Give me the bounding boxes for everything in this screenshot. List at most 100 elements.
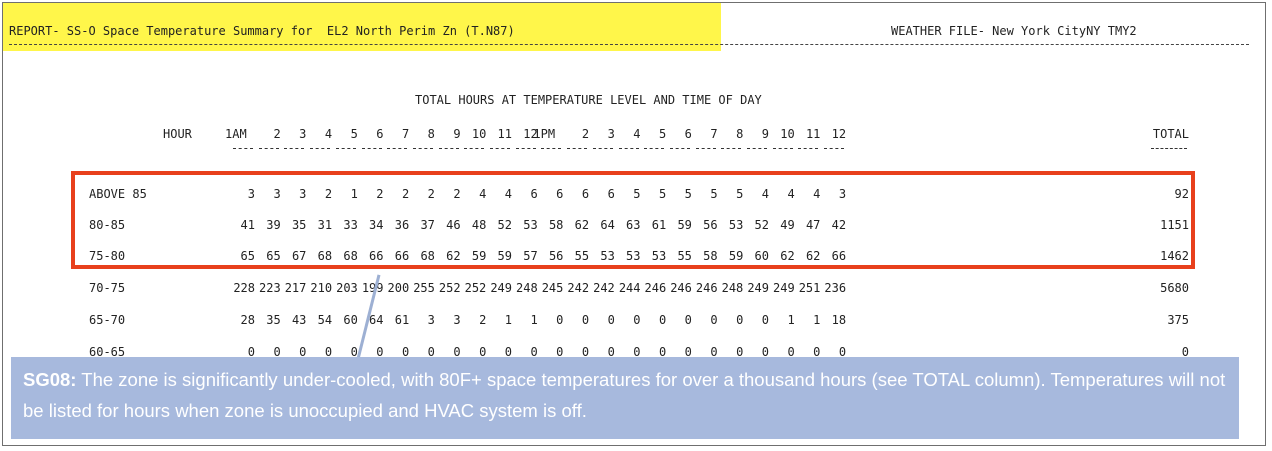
table-cell: 3 [453, 313, 461, 327]
hour-header: 5 [658, 127, 667, 141]
table-cell: 63 [626, 218, 641, 232]
table-cell: 4 [813, 187, 821, 201]
header-underline [335, 148, 356, 149]
table-cell: 67 [291, 249, 307, 263]
header-underline [824, 148, 845, 149]
table-cell: 52 [497, 218, 512, 232]
table-cell: 249 [747, 281, 769, 295]
hour-header: 8 [736, 127, 744, 141]
callout-text: The zone is significantly under-cooled, … [23, 369, 1226, 421]
table-cell: 1 [787, 313, 795, 327]
table-cell: 58 [548, 218, 564, 232]
hour-header: 4 [324, 127, 333, 141]
table-cell: 0 [530, 345, 538, 359]
table-cell: 0 [736, 345, 744, 359]
table-cell: 5 [658, 187, 667, 201]
table-cell: 252 [464, 281, 487, 295]
total-cell: 5680 [1160, 281, 1189, 295]
table-cell: 4 [479, 187, 487, 201]
table-cell: 0 [479, 345, 487, 359]
table-cell: 28 [240, 313, 255, 327]
table-cell: 5 [633, 187, 641, 201]
table-cell: 0 [710, 313, 718, 327]
report-title: REPORT- SS-O Space Temperature Summary f… [9, 24, 515, 38]
table-cell: 0 [607, 345, 615, 359]
hour-header: 5 [350, 127, 358, 141]
table-cell: 59 [471, 249, 487, 263]
table-cell: 66 [394, 249, 410, 263]
total-cell: 375 [1167, 313, 1189, 327]
row-label: 80-85 [89, 218, 126, 232]
table-cell: 0 [273, 345, 281, 359]
table-cell: 246 [695, 281, 718, 295]
section-title: TOTAL HOURS AT TEMPERATURE LEVEL AND TIM… [415, 93, 762, 107]
table-cell: 4 [761, 187, 769, 201]
table-cell: 0 [761, 345, 769, 359]
table-cell: 18 [831, 313, 847, 327]
callout-note: SG08: The zone is significantly under-co… [11, 357, 1239, 439]
table-cell: 61 [394, 313, 410, 327]
hour-header: 3 [607, 127, 615, 141]
table-cell: 35 [266, 313, 281, 327]
header-underline [515, 148, 536, 149]
hour-header: 9 [453, 127, 461, 141]
table-cell: 0 [658, 313, 667, 327]
table-cell: 64 [369, 313, 384, 327]
table-cell: 53 [728, 218, 744, 232]
table-cell: 3 [838, 187, 847, 201]
header-underline [258, 148, 279, 149]
table-cell: 6 [581, 187, 590, 201]
table-cell: 61 [651, 218, 667, 232]
table-cell: 68 [343, 249, 358, 263]
total-header: TOTAL [1152, 127, 1189, 141]
table-cell: 1 [504, 313, 512, 327]
table-cell: 251 [798, 281, 821, 295]
table-cell: 2 [324, 187, 333, 201]
table-cell: 203 [336, 281, 358, 295]
table-cell: 0 [761, 313, 769, 327]
header-underline [618, 148, 639, 149]
table-cell: 65 [266, 249, 281, 263]
table-cell: 0 [633, 313, 641, 327]
table-cell: 0 [684, 313, 692, 327]
table-cell: 39 [266, 218, 281, 232]
table-cell: 0 [556, 345, 564, 359]
header-underline [541, 148, 562, 149]
table-cell: 2 [376, 187, 384, 201]
table-cell: 1 [350, 187, 358, 201]
hour-label: HOUR [163, 127, 192, 141]
header-underline [361, 148, 382, 149]
header-underline [1151, 148, 1187, 149]
hour-header: 11 [497, 127, 512, 141]
hour-header: 8 [427, 127, 435, 141]
table-cell: 0 [658, 345, 667, 359]
highlight-box [71, 171, 1195, 269]
callout-tag: SG08: [23, 369, 77, 390]
table-cell: 0 [556, 313, 564, 327]
table-cell: 0 [787, 345, 795, 359]
hour-header: 12 [831, 127, 847, 141]
table-cell: 46 [446, 218, 461, 232]
header-underline [387, 148, 408, 149]
total-cell: 92 [1174, 187, 1189, 201]
header-underline [798, 148, 819, 149]
table-cell: 199 [361, 281, 384, 295]
row-label: 75-80 [89, 249, 126, 263]
table-cell: 34 [369, 218, 384, 232]
table-cell: 4 [504, 187, 512, 201]
table-cell: 228 [233, 281, 255, 295]
header-underline [310, 148, 331, 149]
table-cell: 56 [703, 218, 718, 232]
table-cell: 249 [490, 281, 512, 295]
table-cell: 36 [394, 218, 410, 232]
hour-header: 12 [523, 127, 538, 141]
table-cell: 3 [273, 187, 281, 201]
table-cell: 48 [471, 218, 487, 232]
table-cell: 244 [618, 281, 641, 295]
table-cell: 1 [530, 313, 538, 327]
row-label: 60-65 [89, 345, 126, 359]
table-cell: 2 [427, 187, 435, 201]
header-underline [412, 148, 433, 149]
table-cell: 62 [446, 249, 461, 263]
table-cell: 31 [317, 218, 333, 232]
